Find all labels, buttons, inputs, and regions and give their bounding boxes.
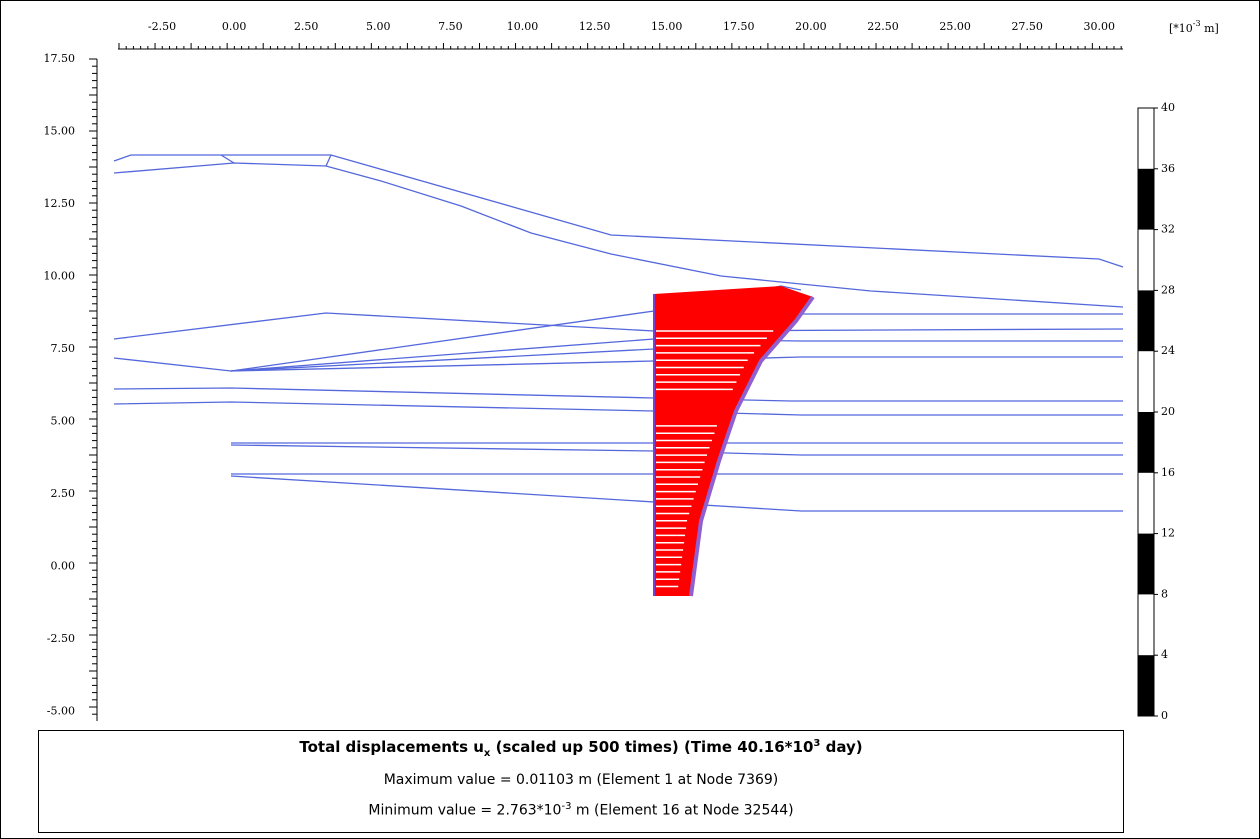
y-tick-label: 12.50 xyxy=(44,197,76,210)
legend-tick-label: 8 xyxy=(1161,587,1168,600)
unit-label: [*10-3 m] xyxy=(1169,19,1219,35)
x-tick-label: 2.50 xyxy=(294,20,319,33)
x-tick-label: 30.00 xyxy=(1084,20,1116,33)
y-tick-label: 7.50 xyxy=(51,342,76,355)
y-tick-label: 2.50 xyxy=(51,487,76,500)
legend-tick-label: 24 xyxy=(1161,344,1175,357)
min-value: Minimum value = 2.763*10-3 m (Element 16… xyxy=(368,801,794,819)
x-tick-label: 15.00 xyxy=(651,20,683,33)
displacement-arrows xyxy=(654,286,813,596)
y-tick-label: -2.50 xyxy=(47,632,75,645)
legend-tick-label: 20 xyxy=(1161,405,1175,418)
legend-tick-label: 4 xyxy=(1161,648,1168,661)
x-tick-label: 20.00 xyxy=(795,20,827,33)
unit-part: -3 xyxy=(1193,19,1201,28)
legend-tick-label: 40 xyxy=(1161,101,1175,114)
y-tick-label: 15.00 xyxy=(44,125,76,138)
legend-band xyxy=(1138,168,1154,230)
caption-title: Total displacements ux (scaled up 500 ti… xyxy=(299,738,863,759)
x-tick-label: 22.50 xyxy=(867,20,899,33)
y-tick-label: 0.00 xyxy=(51,560,76,573)
deformed-wall xyxy=(689,295,815,597)
unit-part: m] xyxy=(1201,22,1219,35)
x-tick-label: 0.00 xyxy=(222,20,247,33)
y-tick-label: -5.00 xyxy=(47,705,75,718)
y-tick-label: 17.50 xyxy=(44,52,76,65)
legend-tick-label: 12 xyxy=(1161,527,1175,540)
legend-band xyxy=(1138,412,1154,473)
arrow-gaps xyxy=(656,330,774,588)
caption: Total displacements ux (scaled up 500 ti… xyxy=(38,730,1124,833)
legend-tick-label: 32 xyxy=(1161,223,1175,236)
x-tick-label: 27.50 xyxy=(1011,20,1043,33)
x-tick-label: 7.50 xyxy=(438,20,463,33)
x-tick-label: -2.50 xyxy=(148,20,176,33)
x-tick-label: 10.00 xyxy=(507,20,539,33)
legend-tick-label: 16 xyxy=(1161,466,1175,479)
y-tick-label: 10.00 xyxy=(44,270,76,283)
legend-tick-label: 0 xyxy=(1161,709,1168,722)
y-tick-label: 5.00 xyxy=(51,415,76,428)
x-tick-label: 12.50 xyxy=(579,20,611,33)
legend-band xyxy=(1138,655,1154,716)
legend-band xyxy=(1138,533,1154,595)
x-tick-label: 5.00 xyxy=(366,20,391,33)
unit-part: [*10 xyxy=(1169,22,1193,35)
x-tick-label: 25.00 xyxy=(939,20,971,33)
legend-tick-label: 36 xyxy=(1161,162,1175,175)
geometry xyxy=(113,154,1124,512)
max-value: Maximum value = 0.01103 m (Element 1 at … xyxy=(383,772,779,788)
legend-band xyxy=(1138,290,1154,352)
legend-tick-label: 28 xyxy=(1161,283,1175,296)
x-tick-label: 17.50 xyxy=(723,20,755,33)
